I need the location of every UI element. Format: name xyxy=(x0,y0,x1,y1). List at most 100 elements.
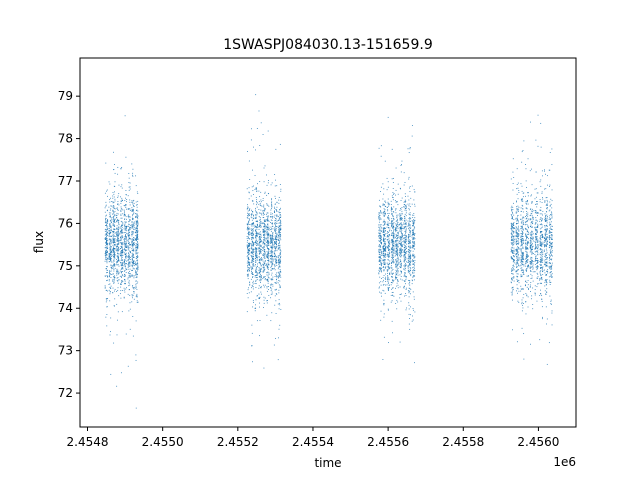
data-point xyxy=(105,253,107,255)
data-point xyxy=(379,217,381,219)
data-point xyxy=(121,167,123,168)
data-point xyxy=(125,194,127,195)
data-point xyxy=(132,244,134,246)
data-point xyxy=(247,276,249,278)
data-point xyxy=(125,257,127,259)
data-point xyxy=(135,295,137,297)
data-point xyxy=(413,234,415,236)
data-point xyxy=(272,240,274,241)
data-point xyxy=(260,249,262,250)
data-point xyxy=(125,227,127,229)
data-point xyxy=(545,218,547,220)
data-point xyxy=(409,186,411,187)
data-point xyxy=(249,209,250,211)
data-point xyxy=(408,234,410,236)
data-point xyxy=(106,314,108,315)
data-point xyxy=(271,288,273,290)
data-point xyxy=(125,249,127,251)
data-point xyxy=(122,242,124,244)
data-point xyxy=(116,234,118,236)
data-point xyxy=(267,262,269,264)
data-point xyxy=(409,280,410,282)
data-point xyxy=(408,279,410,281)
data-point xyxy=(388,279,390,281)
data-point xyxy=(117,250,118,252)
data-point xyxy=(137,267,139,269)
data-point xyxy=(263,229,265,230)
data-point xyxy=(266,225,267,227)
data-point xyxy=(260,223,262,224)
data-point xyxy=(112,223,114,225)
data-point xyxy=(511,268,513,270)
data-point xyxy=(252,234,254,236)
data-point xyxy=(137,215,139,217)
data-point xyxy=(118,272,120,274)
data-point xyxy=(249,252,251,254)
data-point xyxy=(113,260,115,262)
data-point xyxy=(407,290,409,292)
data-point xyxy=(118,242,120,244)
data-point xyxy=(413,263,415,265)
data-point xyxy=(381,251,383,253)
data-point xyxy=(121,229,123,231)
data-point xyxy=(399,254,401,256)
data-point xyxy=(510,258,512,260)
data-point xyxy=(250,139,252,141)
data-point xyxy=(388,218,390,220)
data-point xyxy=(413,245,415,247)
data-point xyxy=(541,170,543,172)
data-point xyxy=(251,269,252,271)
data-point xyxy=(401,207,403,208)
data-point xyxy=(551,244,553,246)
data-point xyxy=(392,208,393,210)
data-point xyxy=(252,230,254,232)
data-point xyxy=(122,264,124,266)
data-point xyxy=(135,285,137,287)
data-point xyxy=(105,249,107,251)
data-point xyxy=(105,238,107,240)
data-point xyxy=(393,279,395,281)
data-point xyxy=(403,242,405,244)
data-point xyxy=(522,231,524,233)
data-point xyxy=(131,223,133,225)
data-point xyxy=(379,236,381,238)
data-point xyxy=(136,220,138,222)
data-point xyxy=(128,257,130,258)
data-point xyxy=(412,240,414,242)
data-point xyxy=(252,222,254,224)
data-point xyxy=(267,233,269,235)
data-point xyxy=(247,223,249,225)
data-point xyxy=(112,273,114,275)
data-point xyxy=(133,231,135,233)
data-point xyxy=(403,275,405,277)
data-point xyxy=(122,261,124,263)
data-point xyxy=(258,232,260,234)
data-point xyxy=(278,261,280,263)
data-point xyxy=(403,237,405,239)
data-point xyxy=(267,269,269,271)
data-point xyxy=(267,219,269,221)
data-point xyxy=(389,249,391,251)
data-point xyxy=(109,226,111,228)
data-point xyxy=(109,249,111,251)
data-point xyxy=(280,188,282,190)
data-point xyxy=(268,205,270,207)
data-point xyxy=(541,237,543,238)
data-point xyxy=(128,273,130,275)
data-point xyxy=(113,225,115,227)
data-point xyxy=(387,255,389,257)
data-point xyxy=(121,259,123,261)
data-point xyxy=(264,220,265,222)
data-point xyxy=(266,194,268,196)
data-point xyxy=(405,223,407,225)
data-point xyxy=(270,237,271,239)
data-point xyxy=(546,217,548,219)
data-point xyxy=(531,266,533,267)
data-point xyxy=(255,287,257,288)
data-point xyxy=(260,287,262,289)
data-point xyxy=(125,236,127,238)
data-point xyxy=(397,236,399,238)
data-point xyxy=(255,217,257,219)
data-point xyxy=(266,263,268,265)
data-point xyxy=(114,208,116,210)
